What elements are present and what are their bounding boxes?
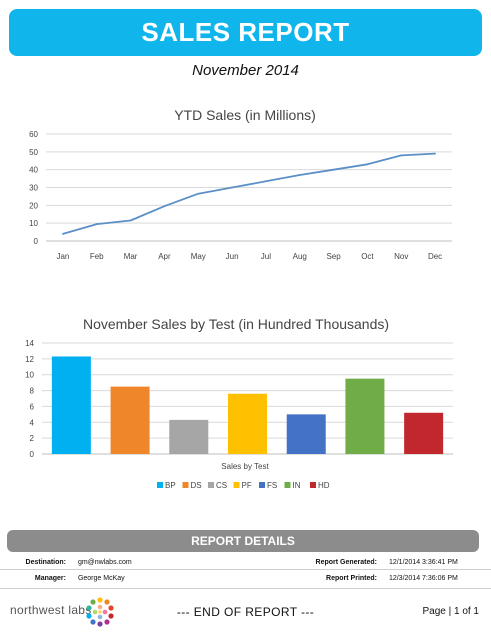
- ytd-sales-line-chart: YTD Sales (in Millions) 0 10 20 30 40 50 60 Jan F…: [29, 107, 452, 261]
- bar-chart-legend-label: HD: [318, 481, 330, 490]
- report-banner: SALES REPORT: [9, 9, 482, 56]
- bar-chart-legend-label: CS: [216, 481, 227, 490]
- bar-chart-legend-swatch: [208, 482, 214, 488]
- line-chart-y-tick-label: 60: [29, 130, 38, 139]
- line-chart-title: YTD Sales (in Millions): [174, 107, 316, 123]
- bar-chart-legend-label: PF: [242, 481, 252, 490]
- line-chart-x-tick-label: Aug: [293, 252, 307, 261]
- line-chart-point: [400, 154, 403, 157]
- manager-label: Manager:: [34, 575, 66, 582]
- generated-value: 12/1/2014 3:36:41 PM: [388, 559, 458, 566]
- line-chart-point: [332, 168, 335, 171]
- destination-value: gm@nwlabs.com: [77, 559, 132, 566]
- bar-chart-y-tick-label: 4: [30, 418, 35, 427]
- line-chart-point: [95, 223, 98, 225]
- line-chart-y-tick-label: 40: [29, 166, 38, 175]
- bar-chart-x-axis-label: Sales by Test: [221, 462, 269, 471]
- printed-row: Report Printed: 12/3/2014 7:36:06 PM: [300, 575, 458, 582]
- line-chart-point: [197, 192, 200, 195]
- bar-chart-bar-bp: [51, 356, 91, 454]
- line-chart-x-tick-label: Feb: [90, 252, 104, 261]
- line-chart-point: [163, 205, 166, 208]
- bar-chart-legend-swatch: [259, 482, 265, 488]
- line-chart-point: [231, 186, 233, 189]
- sales-by-test-bar-chart: November Sales by Test (in Hundred Thous…: [25, 316, 453, 490]
- line-chart-series-line: [62, 152, 436, 235]
- report-details-header: REPORT DETAILS: [7, 530, 479, 552]
- bar-chart-legend-label: BP: [165, 481, 176, 490]
- line-chart-x-tick-label: Jun: [226, 252, 239, 261]
- printed-label: Report Printed:: [326, 575, 377, 582]
- printed-value: 12/3/2014 7:36:06 PM: [388, 575, 458, 582]
- line-chart-x-tick-label: Jan: [56, 252, 69, 261]
- footer-divider: [0, 588, 491, 589]
- bar-chart-y-tick-label: 8: [30, 387, 35, 396]
- report-details-title: REPORT DETAILS: [191, 534, 295, 548]
- bar-chart-bar-hd: [404, 412, 444, 454]
- line-chart-x-tick-label: Mar: [124, 252, 138, 261]
- bar-chart-legend-swatch: [284, 482, 291, 488]
- line-chart-y-tick-label: 20: [29, 201, 38, 210]
- bar-chart-bar-ds: [110, 386, 150, 454]
- line-chart-y-tick-label: 30: [29, 184, 38, 193]
- bar-chart-bar-fs: [286, 414, 326, 454]
- bar-chart-legend-label: DS: [191, 481, 202, 490]
- bar-chart-y-tick-label: 2: [30, 434, 35, 443]
- line-chart-x-tick-label: Dec: [428, 252, 442, 261]
- line-chart-x-tick-label: Nov: [394, 252, 408, 261]
- bar-chart-bar-pf: [228, 393, 267, 454]
- report-title: SALES REPORT: [141, 17, 350, 47]
- bar-chart-bar-cs: [169, 419, 209, 454]
- bar-chart-legend-label: IN: [293, 481, 301, 490]
- line-chart-y-tick-label: 10: [29, 219, 38, 228]
- line-chart-x-tick-label: May: [191, 252, 206, 261]
- bar-chart-y-tick-label: 10: [25, 371, 34, 380]
- company-logo-text: northwest labs: [10, 603, 92, 617]
- page-number: Page | 1 of 1: [422, 606, 479, 617]
- line-chart-point: [434, 152, 436, 155]
- line-chart-x-tick-label: Jul: [261, 252, 271, 261]
- bar-chart-legend-swatch: [310, 482, 316, 488]
- bar-chart-title: November Sales by Test (in Hundred Thous…: [83, 316, 389, 332]
- bar-chart-legend-swatch: [157, 482, 163, 488]
- generated-row: Report Generated: 12/1/2014 3:36:41 PM: [300, 559, 458, 566]
- destination-row: Destination: gm@nwlabs.com: [20, 559, 132, 566]
- generated-label: Report Generated:: [315, 559, 377, 566]
- bar-chart-legend-swatch: [233, 482, 240, 488]
- line-chart-x-tick-label: Sep: [326, 252, 341, 261]
- line-chart-y-tick-label: 0: [34, 237, 39, 246]
- line-chart-point: [265, 180, 267, 183]
- line-chart-x-tick-label: Oct: [361, 252, 374, 261]
- line-chart-point: [129, 219, 132, 222]
- company-logo-icon: [86, 597, 114, 627]
- bar-chart-legend-swatch: [182, 482, 189, 488]
- line-chart-y-tick-label: 50: [29, 148, 38, 157]
- line-chart-point: [62, 232, 64, 235]
- manager-row: Manager: George McKay: [20, 575, 125, 582]
- report-subtitle: November 2014: [192, 62, 299, 79]
- line-chart-point: [366, 163, 369, 166]
- manager-value: George McKay: [77, 575, 125, 582]
- line-chart-point: [298, 174, 301, 176]
- line-chart-x-tick-label: Apr: [158, 252, 171, 261]
- bar-chart-y-tick-label: 14: [25, 339, 34, 348]
- bar-chart-y-tick-label: 0: [30, 450, 35, 459]
- bar-chart-y-tick-label: 12: [25, 355, 34, 364]
- bar-chart-y-tick-label: 6: [30, 402, 35, 411]
- end-of-report: --- END OF REPORT ---: [176, 605, 315, 619]
- destination-label: Destination:: [25, 559, 66, 566]
- bar-chart-legend-label: FS: [267, 481, 277, 490]
- bar-chart-bar-in: [345, 378, 385, 454]
- details-divider: [0, 569, 491, 570]
